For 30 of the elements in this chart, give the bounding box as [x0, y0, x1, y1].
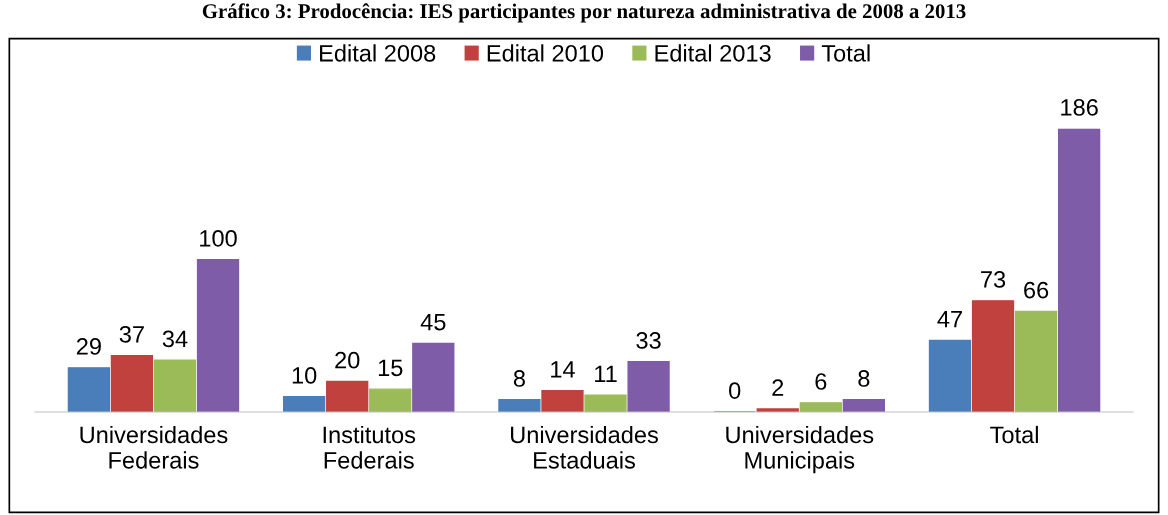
data-label: 2: [772, 379, 784, 396]
data-label: 8: [858, 370, 870, 387]
data-label: 186: [1061, 99, 1098, 116]
data-label: 0: [729, 382, 741, 399]
x-tick-label: Universidades Estaduais: [511, 425, 658, 469]
x-tick-label: Institutos Federais: [323, 425, 416, 469]
data-label: 66: [1024, 281, 1049, 299]
data-label: 8: [513, 370, 525, 387]
data-label: 20: [335, 351, 360, 369]
data-label: 100: [200, 230, 237, 247]
data-label: 34: [162, 330, 188, 348]
legend-label: Total: [821, 44, 870, 62]
x-tick-label: Universidades Federais: [80, 425, 228, 469]
chart-title: Gráfico 3: Prodocência: IES participantes por natureza administrativa de 2008 a 2013: [202, 3, 966, 23]
legend-label: Edital 2013: [655, 44, 771, 62]
data-label: 11: [595, 365, 617, 383]
data-label: 47: [937, 310, 962, 328]
x-tick-label: Total: [990, 425, 1038, 444]
data-label: 73: [981, 271, 1006, 288]
data-label: 37: [119, 325, 144, 343]
data-label: 6: [815, 373, 827, 390]
data-label: 33: [636, 332, 661, 349]
legend-label: Edital 2008: [320, 44, 436, 62]
x-tick-label: Universidades Municipais: [726, 425, 874, 474]
data-label: 10: [292, 367, 317, 384]
legend-label: Edital 2010: [487, 44, 604, 62]
data-label: 29: [76, 338, 101, 355]
data-label: 14: [551, 361, 575, 378]
data-label: 45: [420, 314, 446, 331]
data-label: 15: [378, 359, 403, 377]
